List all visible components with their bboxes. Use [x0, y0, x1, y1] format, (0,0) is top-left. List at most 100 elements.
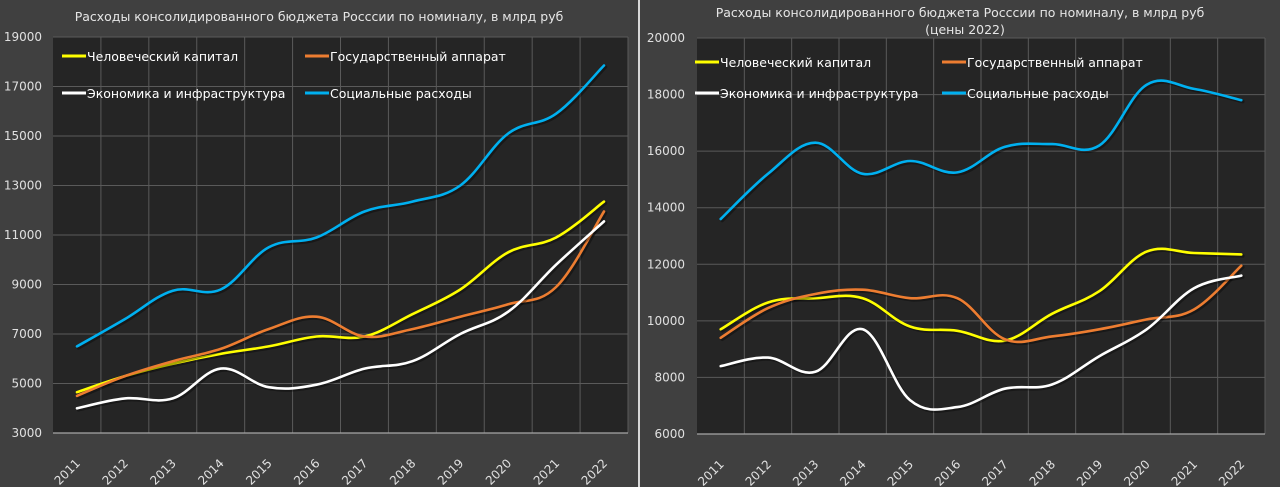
data-point — [719, 337, 722, 340]
data-point — [956, 297, 959, 300]
series-line — [719, 247, 1243, 343]
data-point — [909, 399, 912, 402]
x-tick-label: 2012 — [99, 456, 130, 487]
data-point — [219, 367, 222, 370]
data-point — [267, 386, 270, 389]
data-point — [814, 370, 817, 373]
data-point — [267, 328, 270, 331]
x-tick-label: 2011 — [695, 457, 726, 487]
data-point — [719, 218, 722, 221]
legend-label: Человеческий капитал — [87, 49, 238, 64]
data-point — [1003, 387, 1006, 390]
data-point — [1098, 355, 1101, 358]
data-point — [767, 172, 770, 175]
x-tick-label: 2014 — [195, 456, 226, 487]
data-point — [315, 315, 318, 318]
data-point — [76, 395, 79, 398]
data-point — [861, 297, 864, 300]
chart-panel-2022-prices: Расходы консолидированного бюджета Россс… — [640, 0, 1280, 487]
data-point — [363, 367, 366, 370]
x-tick-label: 2016 — [291, 456, 322, 487]
x-tick-label: 2019 — [1074, 457, 1105, 487]
series-line-shadow — [720, 80, 1245, 223]
data-point — [219, 348, 222, 351]
data-point — [861, 172, 864, 175]
data-point — [124, 318, 127, 321]
legend-label: Человеческий капитал — [720, 55, 871, 70]
x-tick-label: 2014 — [837, 457, 868, 487]
data-point — [76, 391, 79, 394]
x-tick-label: 2022 — [1216, 457, 1247, 487]
data-point — [1098, 144, 1101, 147]
data-point — [767, 301, 770, 304]
x-tick-label: 2018 — [1027, 457, 1058, 487]
data-point — [1051, 383, 1054, 386]
data-point — [814, 141, 817, 144]
y-tick-label: 19000 — [4, 30, 42, 44]
x-tick-label: 2015 — [885, 457, 916, 487]
data-point — [1240, 253, 1243, 256]
data-point — [124, 375, 127, 378]
data-point — [1193, 308, 1196, 311]
data-point — [267, 246, 270, 249]
y-tick-label: 17000 — [4, 80, 42, 94]
y-tick-label: 12000 — [647, 257, 685, 271]
chart-subtitle: (цены 2022) — [925, 22, 1005, 37]
data-point — [171, 289, 174, 292]
y-tick-label: 10000 — [647, 314, 685, 328]
y-tick-label: 18000 — [647, 88, 685, 102]
legend-label: Социальные расходы — [330, 86, 472, 101]
data-point — [459, 315, 462, 318]
data-point — [1003, 338, 1006, 341]
data-point — [909, 160, 912, 163]
data-point — [1240, 99, 1243, 102]
data-point — [76, 345, 79, 348]
data-point — [1051, 143, 1054, 146]
series-line — [75, 64, 606, 348]
data-point — [124, 397, 127, 400]
data-point — [315, 383, 318, 386]
x-tick-label: 2013 — [790, 457, 821, 487]
data-point — [507, 251, 510, 254]
data-point — [1003, 146, 1006, 149]
chart-title: Расходы консолидированного бюджета Россс… — [716, 5, 1205, 20]
data-point — [507, 310, 510, 313]
data-point — [1145, 250, 1148, 253]
data-point — [267, 345, 270, 348]
data-point — [459, 288, 462, 291]
data-point — [555, 236, 558, 239]
series-line — [719, 79, 1243, 221]
data-point — [1051, 335, 1054, 338]
chart-2022-prices: Расходы консолидированного бюджета Россс… — [647, 5, 1266, 487]
data-point — [909, 325, 912, 328]
series-line — [75, 200, 606, 394]
x-tick-label: 2022 — [579, 456, 610, 487]
data-point — [719, 328, 722, 331]
data-point — [909, 297, 912, 300]
x-tick-label: 2017 — [339, 456, 370, 487]
data-point — [1145, 83, 1148, 86]
data-point — [411, 313, 414, 316]
data-point — [719, 365, 722, 368]
series-line — [75, 210, 606, 398]
legend-label: Экономика и инфраструктура — [87, 86, 285, 101]
y-tick-label: 11000 — [4, 228, 42, 242]
panel-divider — [638, 0, 640, 487]
data-point — [363, 335, 366, 338]
y-tick-label: 13000 — [4, 179, 42, 193]
data-point — [1098, 290, 1101, 293]
legend-label: Государственный аппарат — [967, 55, 1143, 70]
x-tick-label: 2019 — [435, 456, 466, 487]
series-line-shadow — [76, 65, 608, 350]
y-tick-label: 6000 — [654, 427, 685, 441]
series-line-shadow — [76, 201, 608, 396]
data-point — [171, 397, 174, 400]
data-point — [861, 288, 864, 291]
data-point — [411, 328, 414, 331]
y-tick-label: 7000 — [11, 327, 42, 341]
data-point — [956, 329, 959, 332]
series-line — [75, 220, 606, 410]
data-point — [507, 132, 510, 135]
data-point — [315, 335, 318, 338]
y-tick-label: 14000 — [647, 201, 685, 215]
